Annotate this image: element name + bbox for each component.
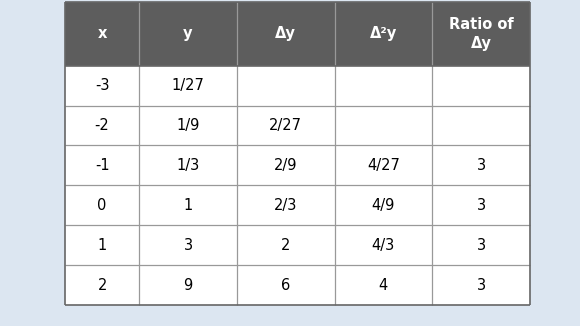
Text: 3: 3 [477,277,485,292]
Text: 6: 6 [281,277,291,292]
Text: 2: 2 [97,277,107,292]
Text: 1/3: 1/3 [176,158,200,173]
Text: 2/3: 2/3 [274,198,298,213]
Text: Ratio of
Δy: Ratio of Δy [449,17,513,51]
Text: -3: -3 [95,78,109,93]
Text: -2: -2 [95,118,110,133]
Text: 1/27: 1/27 [172,78,205,93]
Text: 4/3: 4/3 [372,238,395,253]
Text: Δ²y: Δ²y [370,26,397,41]
Text: 3: 3 [477,238,485,253]
Text: 4: 4 [379,277,388,292]
Text: 3: 3 [477,158,485,173]
Text: 3: 3 [183,238,193,253]
Text: 9: 9 [183,277,193,292]
Text: x: x [97,26,107,41]
Text: 0: 0 [97,198,107,213]
Text: -1: -1 [95,158,110,173]
Text: 1/9: 1/9 [176,118,200,133]
Text: y: y [183,26,193,41]
Text: 3: 3 [477,198,485,213]
Text: 2/27: 2/27 [269,118,302,133]
Text: 1: 1 [183,198,193,213]
Text: 2/9: 2/9 [274,158,298,173]
Text: 4/9: 4/9 [372,198,395,213]
Text: 2: 2 [281,238,291,253]
Text: 4/27: 4/27 [367,158,400,173]
Text: 1: 1 [97,238,107,253]
Text: Δy: Δy [276,26,296,41]
